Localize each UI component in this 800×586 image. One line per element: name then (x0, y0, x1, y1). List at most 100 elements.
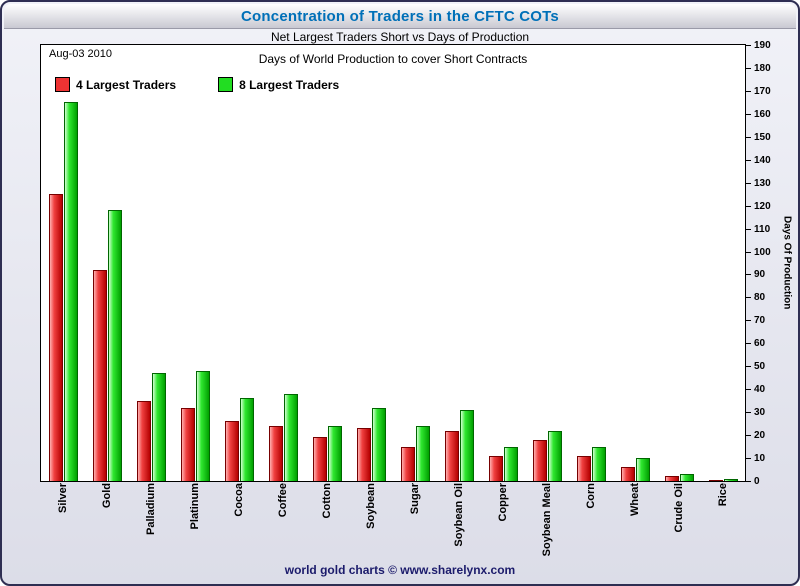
bar-sugar-4-largest (400, 447, 415, 481)
bar-group-sugar (393, 45, 437, 481)
bar-group-silver (41, 45, 85, 481)
y-tick-label-150: 150 (754, 131, 771, 143)
bar-gold-8-largest (107, 210, 122, 481)
footer: world gold charts © www.sharelynx.com (2, 563, 798, 577)
y-tick-0 (746, 481, 751, 482)
bar-soybean-oil-8-largest (459, 410, 474, 481)
bar-sugar-8-largest (415, 426, 430, 481)
y-tick-label-110: 110 (754, 223, 771, 235)
footer-text: world gold charts © (284, 563, 401, 577)
x-label-coffee: Coffee (261, 483, 305, 559)
y-tick-label-0: 0 (754, 476, 760, 487)
x-label-text-wheat: Wheat (629, 483, 641, 516)
legend-item-8-largest: 8 Largest Traders (218, 77, 339, 92)
plot-area: Aug-03 2010 Days of World Production to … (40, 44, 746, 482)
y-tick-20 (746, 435, 751, 437)
y-tick-150 (746, 136, 751, 138)
y-tick-label-60: 60 (754, 338, 766, 350)
bar-group-palladium (129, 45, 173, 481)
x-label-text-corn: Corn (585, 483, 597, 509)
bar-group-soybean-meal (525, 45, 569, 481)
x-label-soybean: Soybean (349, 483, 393, 559)
legend-swatch-red (55, 77, 70, 92)
chart-subtitle: Net Largest Traders Short vs Days of Pro… (270, 30, 530, 44)
bar-group-soybean (349, 45, 393, 481)
bar-corn-8-largest (591, 447, 606, 481)
plot-title: Days of World Production to cover Short … (258, 52, 528, 66)
x-label-text-copper: Copper (497, 483, 509, 522)
y-tick-140 (746, 159, 751, 161)
y-tick-label-20: 20 (754, 430, 766, 442)
y-tick-label-10: 10 (754, 453, 766, 465)
bar-crude-oil-4-largest (664, 476, 679, 481)
x-label-cotton: Cotton (305, 483, 349, 559)
x-label-sugar: Sugar (393, 483, 437, 559)
bar-soybean-4-largest (356, 428, 371, 481)
bar-group-soybean-oil (437, 45, 481, 481)
bar-corn-4-largest (576, 456, 591, 481)
y-tick-10 (746, 458, 751, 460)
x-label-wheat: Wheat (613, 483, 657, 559)
y-tick-90 (746, 274, 751, 276)
legend: 4 Largest Traders 8 Largest Traders (55, 77, 339, 92)
x-label-gold: Gold (85, 483, 129, 559)
legend-label-8-largest: 8 Largest Traders (239, 77, 340, 92)
page-title: Concentration of Traders in the CFTC COT… (241, 7, 559, 25)
bars-layer (41, 45, 745, 481)
bar-coffee-8-largest (283, 394, 298, 481)
y-tick-label-160: 160 (754, 108, 771, 120)
y-tick-190 (746, 45, 751, 46)
bar-palladium-4-largest (136, 401, 151, 481)
x-label-palladium: Palladium (129, 483, 173, 559)
y-tick-label-170: 170 (754, 85, 771, 97)
y-tick-180 (746, 67, 751, 69)
x-label-text-coffee: Coffee (277, 483, 289, 518)
bar-cotton-4-largest (312, 437, 327, 481)
footer-link[interactable]: www.sharelynx.com (400, 563, 516, 577)
y-tick-120 (746, 205, 751, 207)
bar-group-wheat (613, 45, 657, 481)
x-label-soybean-meal: Soybean Meal (525, 483, 569, 559)
y-tick-160 (746, 113, 751, 115)
y-tick-label-120: 120 (754, 200, 771, 212)
bar-soybean-oil-4-largest (444, 431, 459, 481)
bar-group-crude-oil (657, 45, 701, 481)
bar-silver-4-largest (48, 194, 63, 481)
x-label-silver: Silver (41, 483, 85, 559)
y-tick-label-140: 140 (754, 154, 771, 166)
x-label-text-soybean-oil: Soybean Oil (453, 483, 465, 547)
bar-palladium-8-largest (151, 373, 166, 481)
x-label-rice: Rice (701, 483, 745, 559)
x-label-text-platinum: Platinum (189, 483, 201, 530)
y-tick-30 (746, 412, 751, 414)
x-label-crude-oil: Crude Oil (657, 483, 701, 559)
x-label-platinum: Platinum (173, 483, 217, 559)
bar-group-rice (701, 45, 745, 481)
x-label-copper: Copper (481, 483, 525, 559)
bar-platinum-4-largest (180, 408, 195, 481)
bar-soybean-meal-8-largest (547, 431, 562, 481)
y-tick-label-180: 180 (754, 62, 771, 74)
bar-cocoa-4-largest (224, 421, 239, 481)
bar-platinum-8-largest (195, 371, 210, 481)
bar-copper-8-largest (503, 447, 518, 481)
bar-wheat-4-largest (620, 467, 635, 481)
x-label-text-soybean-meal: Soybean Meal (541, 483, 553, 557)
y-tick-label-130: 130 (754, 177, 771, 189)
x-label-cocoa: Cocoa (217, 483, 261, 559)
legend-item-4-largest: 4 Largest Traders (55, 77, 176, 92)
y-tick-100 (746, 251, 751, 253)
bar-group-cotton (305, 45, 349, 481)
y-tick-label-190: 190 (754, 40, 771, 51)
bar-group-corn (569, 45, 613, 481)
y-tick-label-90: 90 (754, 269, 766, 281)
x-label-text-cotton: Cotton (321, 483, 333, 519)
bar-group-gold (85, 45, 129, 481)
y-tick-60 (746, 343, 751, 345)
bar-crude-oil-8-largest (679, 474, 694, 481)
x-label-corn: Corn (569, 483, 613, 559)
x-label-text-rice: Rice (717, 483, 729, 507)
bar-rice-4-largest (708, 480, 723, 481)
bar-copper-4-largest (488, 456, 503, 481)
